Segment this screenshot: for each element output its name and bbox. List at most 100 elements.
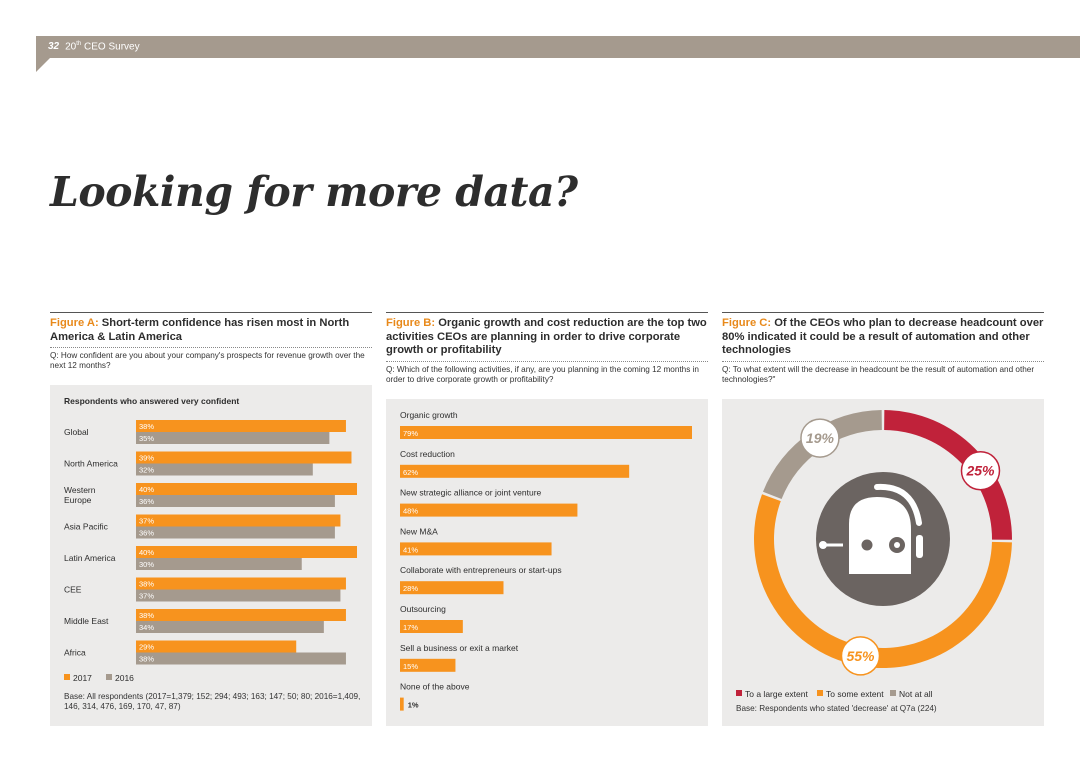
figure-c-slice-label: 19%: [806, 430, 835, 446]
figure-a-bar-label-2016: 34%: [139, 623, 154, 632]
figure-c-question: Q: To what extent will the decrease in h…: [722, 364, 1035, 384]
figure-a-bar-label-2016: 37%: [139, 592, 154, 601]
figure-b-bar-label: 41%: [403, 545, 418, 554]
figure-a-bar-2016: [136, 495, 335, 507]
figure-c-base: Base: Respondents who stated 'decrease' …: [736, 704, 937, 713]
figure-a-bar-2017: [136, 577, 346, 590]
figure-c-legend-label: To a large extent: [745, 689, 808, 699]
figure-a-bar-2016: [136, 432, 330, 444]
figure-c-legend-swatch: [817, 690, 823, 696]
robot-icon-ear: [916, 535, 923, 558]
figure-a-category-label: Asia Pacific: [64, 522, 109, 532]
figure-b-rule: [386, 312, 708, 313]
figure-a-base: Base: All respondents (2017=1,379; 152; …: [64, 692, 361, 711]
figure-b-bar-label: 48%: [403, 507, 418, 516]
figure-c-slice-label-circle: [800, 418, 840, 458]
figure-a-category-label: Africa: [64, 648, 86, 658]
figure-a-bar-2017: [136, 514, 341, 527]
figure-b-category-label: Collaborate with entrepreneurs or start-…: [400, 565, 562, 575]
robot-icon-head: [849, 497, 911, 574]
figure-b-category-label: Sell a business or exit a market: [400, 643, 519, 653]
figure-a-dotted-rule: [50, 347, 372, 348]
page-number: 32: [48, 41, 60, 53]
figure-b-category-label: New strategic alliance or joint venture: [400, 488, 542, 498]
survey-prefix: 20: [65, 41, 77, 53]
figure-a-bar-2017: [136, 609, 346, 621]
header-notch: [36, 58, 50, 72]
figure-a-label: Figure A:: [50, 317, 99, 329]
figure-a-bar-2017: [136, 420, 346, 432]
figure-a-bar-2016: [136, 558, 302, 570]
figure-b-bar: [400, 464, 630, 478]
figure-c-panel: 25% 55% 19% To a large extent To some extent…: [722, 399, 1044, 726]
figure-b-column: Figure B: Organic growth and cost reduct…: [386, 312, 708, 385]
figure-b-dotted-rule: [386, 360, 708, 362]
figure-b-title-text: Organic growth and cost reduction are th…: [386, 317, 707, 356]
figure-a-legend-label-2017: 2017: [73, 673, 92, 683]
figure-a-category-label: Middle East: [64, 616, 109, 626]
robot-icon-pupil: [894, 542, 900, 548]
figure-a-bar-label-2016: 35%: [139, 434, 154, 443]
figure-a-legend-swatch-2017: [64, 674, 70, 680]
robot-icon-antenna-arc: [874, 483, 922, 526]
robot-icon-mouth-dot: [819, 541, 827, 549]
figure-b-bar: [400, 658, 456, 672]
figure-a-chart: Respondents who answered very confident G…: [64, 396, 357, 683]
figure-a-bar-2016: [136, 621, 324, 633]
figure-c-column: Figure C: Of the CEOs who plan to decrea…: [722, 312, 1044, 385]
survey-suffix: CEO Survey: [81, 41, 140, 53]
figure-a-bar-2017: [136, 451, 352, 464]
figure-b-bar-label: 15%: [403, 662, 418, 671]
figure-a-title: Figure A: Short-term confidence has rise…: [50, 317, 372, 344]
figure-c-title: Figure C: Of the CEOs who plan to decrea…: [722, 317, 1044, 358]
figure-a-bar-2017: [136, 640, 297, 653]
figure-a-bar-label-2017: 38%: [139, 422, 154, 431]
figure-a-bar-label-2016: 32%: [139, 466, 154, 475]
figure-a-bar-2016: [136, 463, 313, 476]
figure-b-chart: Organic growth 79% Cost reduction 62% New st…: [400, 410, 692, 711]
figure-a-bar-2017: [136, 546, 357, 558]
figure-a-category-label: Global: [64, 427, 89, 437]
figure-c-rule: [722, 312, 1044, 313]
figure-b-bar-label: 79%: [403, 429, 418, 438]
figure-a-bar-label-2016: 36%: [139, 497, 154, 506]
figure-a-bar-label-2016: 36%: [139, 529, 154, 538]
figure-a-bar-label-2017: 40%: [139, 485, 154, 494]
figure-a-title-text: Short-term confidence has risen most in …: [50, 317, 350, 343]
figure-c-dotted-rule: [722, 360, 1044, 362]
figure-a-rule: [50, 312, 372, 313]
figure-b-category-label: New M&A: [400, 526, 438, 536]
figure-b-bar: [400, 620, 463, 633]
figure-c-slice-label: 25%: [965, 463, 995, 479]
figure-b-question: Q: Which of the following activities, if…: [386, 364, 699, 384]
figure-b-bar: [400, 503, 578, 517]
figure-b-panel: Organic growth 79% Cost reduction 62% New st…: [386, 399, 708, 726]
figure-a-bar-label-2017: 38%: [139, 611, 154, 620]
figure-a-category-label: Western: [64, 485, 96, 495]
figure-a-bar-2016: [136, 652, 346, 665]
page-title: Looking for more data?: [50, 168, 578, 216]
figure-a-bar-2016: [136, 526, 335, 539]
figure-b-bar-label: 1%: [408, 701, 419, 710]
figure-c-label: Figure C:: [722, 317, 772, 329]
figure-c-legend-swatch: [736, 690, 742, 696]
figure-a-bar-label-2017: 37%: [139, 517, 154, 526]
figure-a-column: Figure A: Short-term confidence has rise…: [50, 312, 372, 371]
page-header: 32 20th CEO Survey: [48, 41, 140, 52]
figure-c-slice-label-circle: [840, 636, 881, 676]
figure-a-category-label: Latin America: [64, 553, 116, 563]
figure-c-title-text: Of the CEOs who plan to decrease headcou…: [722, 317, 1044, 356]
figure-b-category-label: Outsourcing: [400, 604, 446, 614]
figure-a-bar-label-2017: 38%: [139, 580, 154, 589]
figure-b-bar-label: 17%: [403, 623, 418, 632]
figure-a-question: Q: How confident are you about your comp…: [50, 351, 365, 370]
figure-a-bar-2016: [136, 589, 341, 602]
figure-c-legend-label: Not at all: [899, 689, 933, 699]
figure-a-panel: Respondents who answered very confident G…: [50, 385, 372, 726]
figure-b-category-label: Cost reduction: [400, 449, 455, 459]
robot-icon: [816, 472, 950, 606]
figure-a-bar-label-2017: 29%: [139, 643, 154, 652]
figure-b-bar-label: 62%: [403, 468, 418, 477]
figure-a-bar-label-2017: 40%: [139, 548, 154, 557]
figure-c-slice-label: 55%: [846, 648, 875, 664]
